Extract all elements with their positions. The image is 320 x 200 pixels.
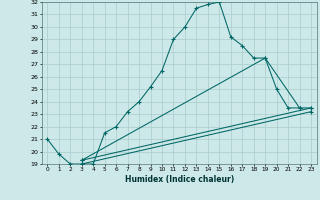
X-axis label: Humidex (Indice chaleur): Humidex (Indice chaleur) [124,175,234,184]
